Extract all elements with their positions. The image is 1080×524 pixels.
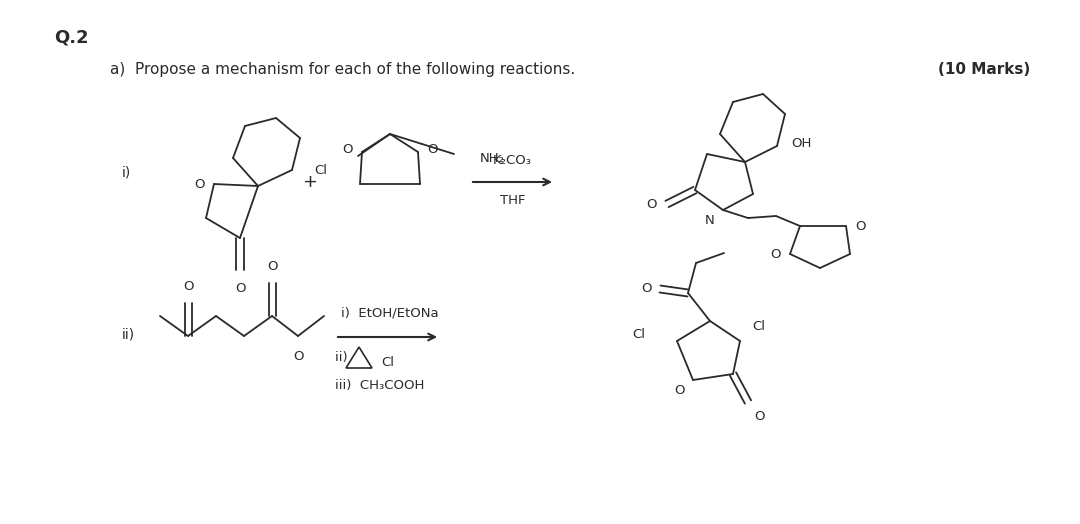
Text: O: O: [294, 350, 305, 363]
Text: O: O: [183, 280, 193, 293]
Text: O: O: [342, 143, 353, 156]
Text: Q.2: Q.2: [54, 28, 89, 46]
Text: O: O: [855, 220, 865, 233]
Text: a)  Propose a mechanism for each of the following reactions.: a) Propose a mechanism for each of the f…: [110, 62, 576, 77]
Text: i)  EtOH/EtONa: i) EtOH/EtONa: [341, 306, 438, 319]
Text: O: O: [427, 143, 437, 156]
Text: O: O: [234, 282, 245, 295]
Text: O: O: [754, 410, 765, 423]
Text: NH₂: NH₂: [480, 152, 505, 166]
Text: Cl: Cl: [381, 356, 394, 369]
Text: THF: THF: [500, 194, 525, 207]
Text: Cl: Cl: [632, 328, 645, 341]
Text: O: O: [642, 282, 652, 296]
Text: +: +: [302, 173, 318, 191]
Text: O: O: [194, 178, 205, 191]
Text: iii)  CH₃COOH: iii) CH₃COOH: [335, 378, 424, 391]
Text: ii): ii): [335, 351, 352, 364]
Text: OH: OH: [791, 136, 811, 149]
Text: O: O: [770, 247, 781, 260]
Text: N: N: [705, 214, 715, 227]
Text: Cl: Cl: [314, 163, 327, 177]
Text: Cl: Cl: [752, 320, 765, 333]
Text: K₂CO₃: K₂CO₃: [492, 154, 532, 167]
Text: O: O: [675, 384, 685, 397]
Text: O: O: [267, 260, 278, 273]
Text: ii): ii): [122, 327, 135, 341]
Text: (10 Marks): (10 Marks): [937, 62, 1030, 77]
Text: i): i): [122, 165, 132, 179]
Text: O: O: [647, 198, 657, 211]
